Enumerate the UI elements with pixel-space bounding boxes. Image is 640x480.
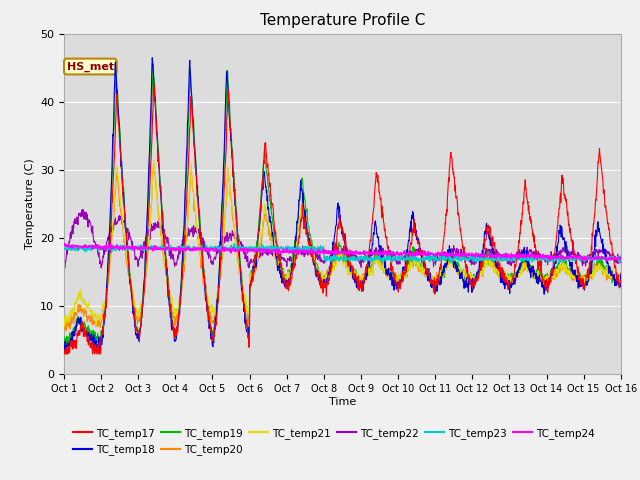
Line: TC_temp22: TC_temp22 <box>64 209 621 268</box>
TC_temp24 <box>617 256 625 262</box>
TC_temp19 <box>502 275 510 280</box>
TC_temp19 <box>617 273 625 278</box>
TC_temp17 <box>502 280 509 286</box>
TC_temp21 <box>552 269 559 275</box>
TC_temp20 <box>60 327 68 333</box>
Line: TC_temp20: TC_temp20 <box>64 164 621 330</box>
TC_temp20 <box>502 275 510 281</box>
TC_temp19 <box>62 343 70 348</box>
TC_temp23 <box>170 245 178 251</box>
TC_temp18 <box>148 55 156 60</box>
Text: HS_met: HS_met <box>67 61 114 72</box>
TC_temp21 <box>429 275 437 280</box>
TC_temp21 <box>185 205 193 211</box>
TC_temp19 <box>149 61 157 67</box>
TC_temp22 <box>429 264 437 270</box>
TC_temp18 <box>60 343 68 349</box>
TC_temp23 <box>230 241 237 247</box>
TC_temp21 <box>617 273 625 279</box>
TC_temp23 <box>502 254 510 260</box>
TC_temp18 <box>97 350 104 356</box>
TC_temp24 <box>184 247 192 252</box>
TC_temp19 <box>172 326 179 332</box>
TC_temp23 <box>429 253 437 259</box>
TC_temp24 <box>246 248 254 254</box>
TC_temp22 <box>502 256 510 262</box>
TC_temp24 <box>551 253 559 259</box>
TC_temp21 <box>150 157 157 163</box>
TC_temp23 <box>617 255 625 261</box>
Line: TC_temp24: TC_temp24 <box>64 243 621 261</box>
TC_temp23 <box>246 245 254 251</box>
TC_temp17 <box>429 278 437 284</box>
TC_temp22 <box>185 232 193 238</box>
TC_temp18 <box>502 282 510 288</box>
TC_temp24 <box>61 240 68 246</box>
TC_temp20 <box>552 271 559 276</box>
Line: TC_temp21: TC_temp21 <box>64 160 621 326</box>
TC_temp17 <box>617 277 625 283</box>
TC_temp19 <box>429 275 437 281</box>
TC_temp23 <box>60 245 68 251</box>
TC_temp19 <box>552 264 559 270</box>
TC_temp23 <box>184 245 191 251</box>
TC_temp20 <box>63 327 70 333</box>
TC_temp21 <box>61 323 68 329</box>
Y-axis label: Temperature (C): Temperature (C) <box>24 158 35 250</box>
TC_temp18 <box>172 338 179 344</box>
Line: TC_temp18: TC_temp18 <box>64 58 621 353</box>
Line: TC_temp23: TC_temp23 <box>64 244 621 263</box>
TC_temp22 <box>552 253 559 259</box>
TC_temp24 <box>429 251 437 257</box>
TC_temp17 <box>551 246 559 252</box>
TC_temp24 <box>502 255 509 261</box>
TC_temp23 <box>446 260 454 265</box>
TC_temp21 <box>172 306 179 312</box>
TC_temp20 <box>185 202 193 208</box>
TC_temp22 <box>172 260 179 266</box>
TC_temp21 <box>60 313 68 319</box>
TC_temp18 <box>552 254 559 260</box>
TC_temp21 <box>502 279 510 285</box>
TC_temp17 <box>184 167 192 173</box>
TC_temp18 <box>185 87 193 93</box>
TC_temp22 <box>60 265 68 271</box>
Title: Temperature Profile C: Temperature Profile C <box>260 13 425 28</box>
Line: TC_temp19: TC_temp19 <box>64 64 621 346</box>
TC_temp20 <box>247 275 255 281</box>
TC_temp22 <box>617 259 625 265</box>
TC_temp23 <box>552 257 559 263</box>
TC_temp17 <box>171 335 179 340</box>
Line: TC_temp17: TC_temp17 <box>64 84 621 354</box>
TC_temp17 <box>246 284 254 289</box>
TC_temp21 <box>247 276 255 282</box>
Legend: TC_temp17, TC_temp18, TC_temp19, TC_temp20, TC_temp21, TC_temp22, TC_temp23, TC_: TC_temp17, TC_temp18, TC_temp19, TC_temp… <box>69 424 599 459</box>
TC_temp20 <box>429 279 437 285</box>
X-axis label: Time: Time <box>329 397 356 407</box>
TC_temp22 <box>61 265 68 271</box>
TC_temp19 <box>185 113 193 119</box>
TC_temp22 <box>247 256 255 262</box>
TC_temp24 <box>602 258 610 264</box>
TC_temp18 <box>429 280 437 286</box>
TC_temp20 <box>172 323 179 329</box>
TC_temp18 <box>247 278 255 284</box>
TC_temp17 <box>60 351 68 357</box>
TC_temp20 <box>617 271 625 277</box>
TC_temp19 <box>60 333 68 339</box>
TC_temp19 <box>247 277 255 283</box>
TC_temp18 <box>617 271 625 277</box>
TC_temp24 <box>171 247 179 252</box>
TC_temp20 <box>150 161 157 167</box>
TC_temp22 <box>79 206 87 212</box>
TC_temp17 <box>150 81 157 87</box>
TC_temp24 <box>60 242 68 248</box>
